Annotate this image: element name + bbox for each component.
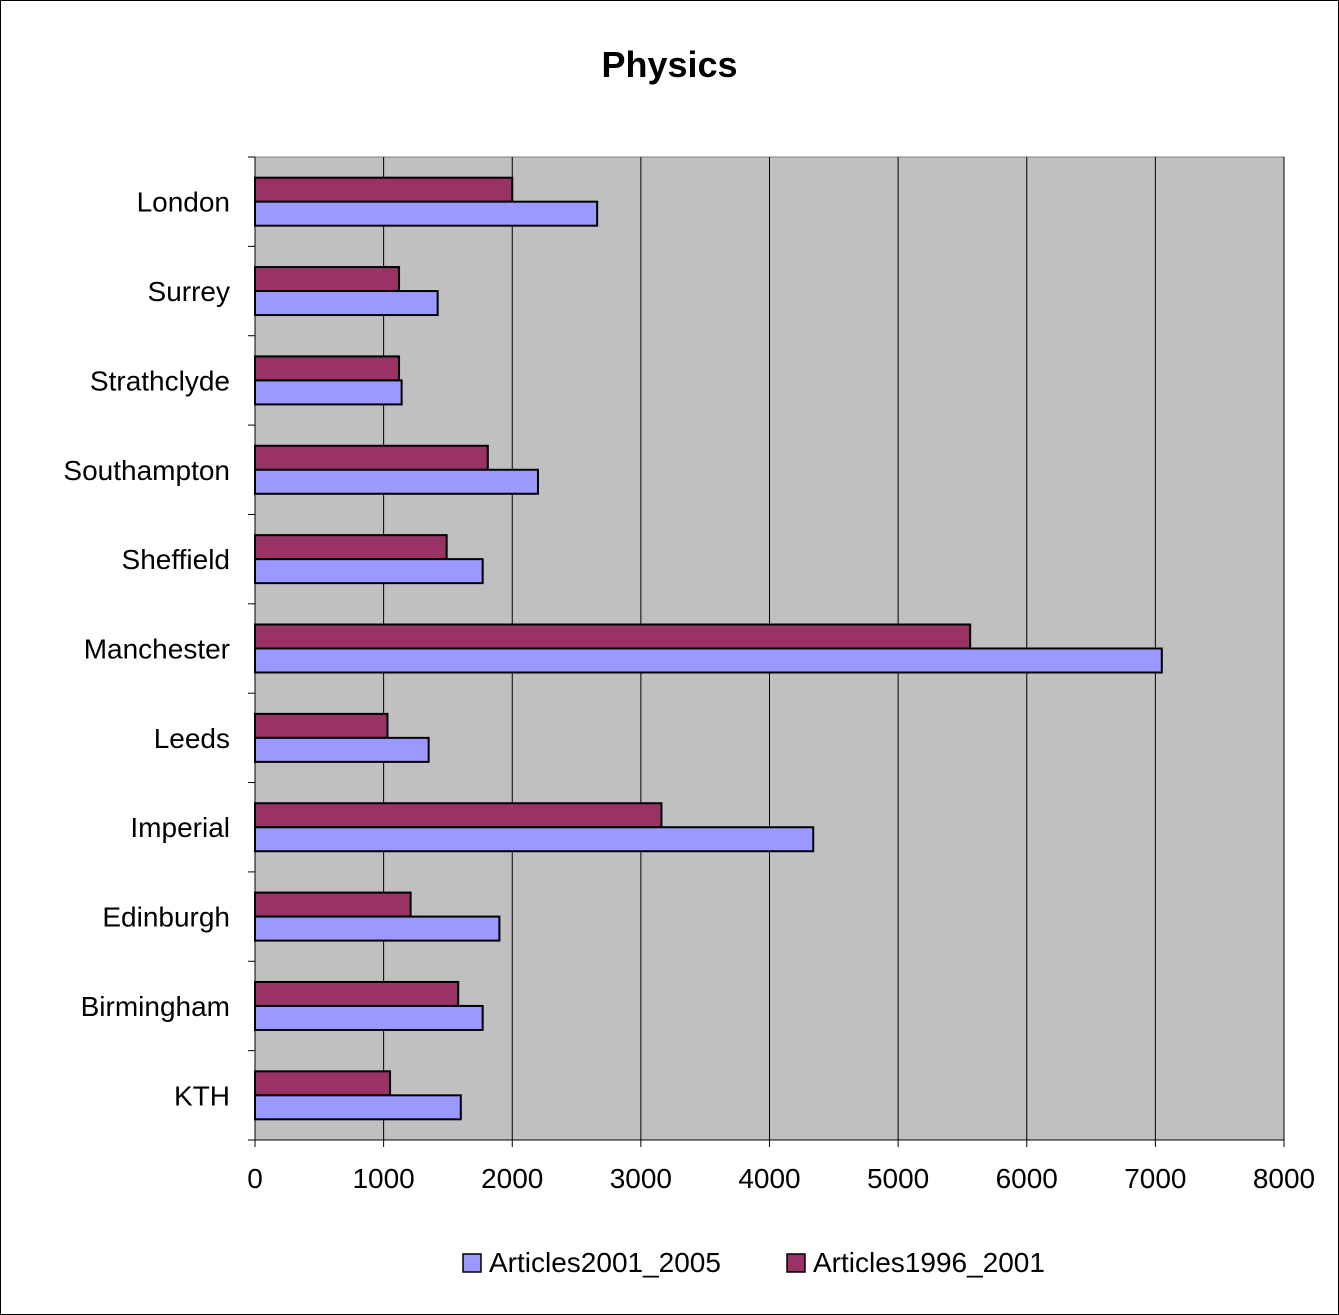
category-label: KTH xyxy=(174,1080,230,1111)
bar-articles2001_2005 xyxy=(254,200,599,227)
bar-articles1996_2001 xyxy=(254,444,489,471)
x-tick-label: 6000 xyxy=(996,1163,1058,1194)
bar-articles2001_2005 xyxy=(254,558,484,585)
axes xyxy=(248,156,1285,1147)
bar-articles2001_2005 xyxy=(254,1094,462,1121)
category-label: Edinburgh xyxy=(102,902,230,933)
category-label: Sheffield xyxy=(122,544,230,575)
bar-articles1996_2001 xyxy=(254,802,663,829)
legend-label: Articles1996_2001 xyxy=(813,1247,1045,1278)
legend-swatch xyxy=(462,1253,482,1273)
x-tick-label: 3000 xyxy=(610,1163,672,1194)
x-tick-label: 4000 xyxy=(738,1163,800,1194)
bar-articles2001_2005 xyxy=(254,915,501,942)
chart-title: Physics xyxy=(601,44,738,85)
x-tick-label: 2000 xyxy=(481,1163,543,1194)
bar-articles2001_2005 xyxy=(254,647,1163,674)
bar-articles1996_2001 xyxy=(254,176,514,203)
category-label: Leeds xyxy=(154,723,230,754)
labels: 0 1000 2000 3000 4000 5000 6000 7000 8000 London S… xyxy=(63,187,1315,1194)
category-label: Manchester xyxy=(84,634,230,665)
bar-articles2001_2005 xyxy=(254,1004,484,1031)
category-label: Birmingham xyxy=(81,991,230,1022)
bar-articles2001_2005 xyxy=(254,379,403,406)
category-label: Strathclyde xyxy=(90,365,230,396)
bar-articles2001_2005 xyxy=(254,468,539,495)
category-label: Imperial xyxy=(130,812,230,843)
x-tick-label: 7000 xyxy=(1124,1163,1186,1194)
x-tick-label: 1000 xyxy=(352,1163,414,1194)
bar-articles1996_2001 xyxy=(254,891,412,918)
bar-articles1996_2001 xyxy=(254,712,389,739)
bar-articles1996_2001 xyxy=(254,266,401,293)
bar-articles1996_2001 xyxy=(254,980,460,1007)
category-label: Surrey xyxy=(148,276,230,307)
legend: Articles2001_2005 Articles1996_2001 xyxy=(462,1247,1045,1278)
x-tick-label: 0 xyxy=(247,1163,263,1194)
bar-articles2001_2005 xyxy=(254,736,430,763)
bar-articles2001_2005 xyxy=(254,826,815,853)
legend-swatch xyxy=(786,1253,806,1273)
category-label: London xyxy=(137,187,230,218)
bar-articles1996_2001 xyxy=(254,355,401,382)
x-tick-label: 8000 xyxy=(1253,1163,1315,1194)
bar-articles1996_2001 xyxy=(254,1070,392,1097)
bar-articles1996_2001 xyxy=(254,534,448,561)
bar-articles1996_2001 xyxy=(254,623,972,650)
bar-articles2001_2005 xyxy=(254,290,439,317)
x-tick-label: 5000 xyxy=(867,1163,929,1194)
legend-label: Articles2001_2005 xyxy=(489,1247,721,1278)
category-label: Southampton xyxy=(63,455,230,486)
